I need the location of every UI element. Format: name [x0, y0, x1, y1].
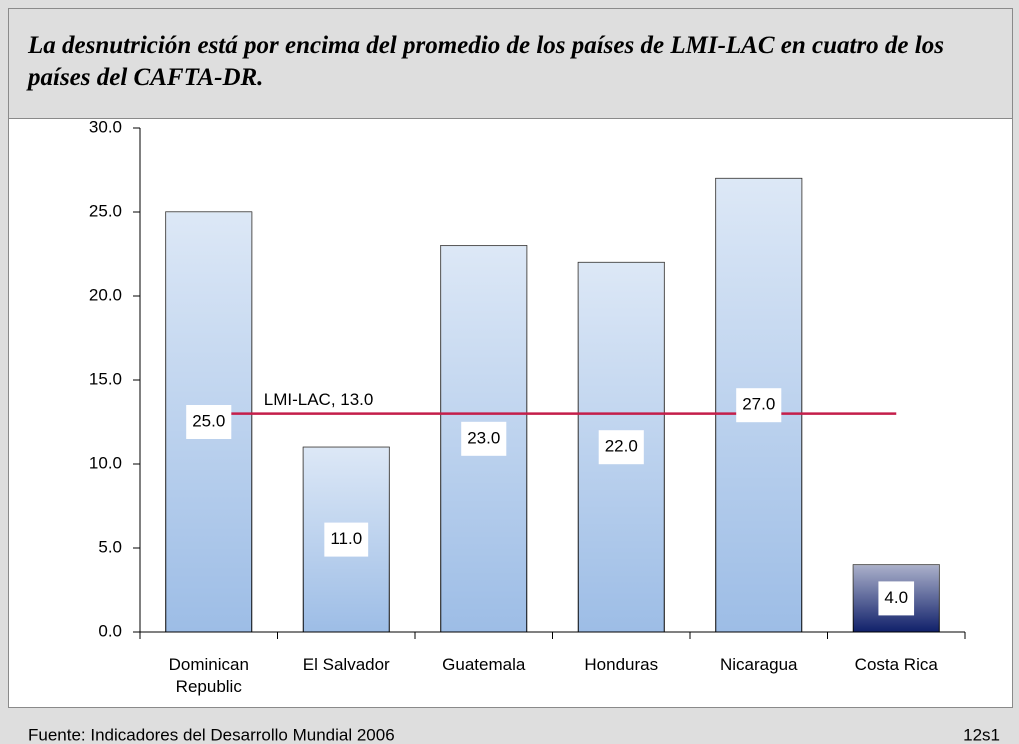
title-box — [8, 8, 1013, 119]
y-tick-label: 10.0 — [89, 453, 122, 472]
source: Fuente: Indicadores del Desarrollo Mundi… — [28, 725, 395, 744]
y-tick-label: 20.0 — [89, 285, 122, 304]
value-label: 23.0 — [467, 428, 500, 447]
x-tick-label: Guatemala — [442, 655, 526, 674]
value-label: 22.0 — [605, 437, 638, 456]
y-tick-label: 0.0 — [98, 621, 122, 640]
x-tick-label: Honduras — [584, 655, 659, 674]
value-label-box — [598, 430, 644, 465]
x-tick-label: Nicaragua — [720, 655, 798, 674]
value-label: 25.0 — [192, 411, 225, 430]
slide-id: 12s1 — [963, 725, 1000, 744]
y-tick-label: 15.0 — [89, 369, 122, 388]
value-label: 4.0 — [884, 588, 908, 607]
value-label-box — [186, 405, 232, 439]
x-tick-label: Dominican Republic — [168, 655, 249, 696]
y-tick-label: 30.0 — [89, 117, 122, 136]
value-label-box — [461, 421, 507, 456]
value-label-box — [736, 388, 782, 423]
value-label-box — [878, 581, 915, 616]
x-tick-label: Costa Rica — [854, 655, 938, 674]
y-tick-label: 5.0 — [98, 537, 122, 556]
reference-label: LMI-LAC, 13.0 — [264, 390, 374, 409]
y-tick-label: 25.0 — [89, 201, 122, 220]
value-label: 11.0 — [330, 529, 362, 548]
value-label-box — [324, 522, 369, 557]
chart-title: La desnutrición está por encima del prom… — [28, 32, 944, 91]
value-label: 27.0 — [742, 395, 775, 414]
x-tick-label: El Salvador — [302, 655, 390, 674]
